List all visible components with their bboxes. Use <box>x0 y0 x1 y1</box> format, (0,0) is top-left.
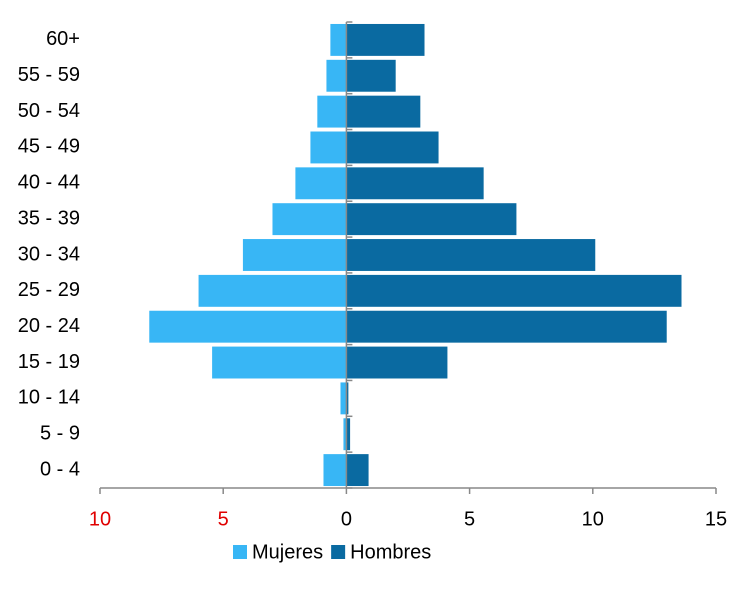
y-tick-label: 15 - 19 <box>18 351 80 373</box>
y-tick-label: 5 - 9 <box>40 423 80 445</box>
legend-swatch <box>233 545 247 559</box>
bar <box>346 95 421 128</box>
x-tick-label: 5 <box>464 508 475 530</box>
y-tick-label: 25 - 29 <box>18 279 80 301</box>
bar <box>149 310 347 343</box>
bar <box>212 346 347 379</box>
bar <box>346 203 517 236</box>
bar <box>346 454 369 487</box>
y-tick-label: 55 - 59 <box>18 64 80 86</box>
y-tick-label: 40 - 44 <box>18 172 80 194</box>
bar <box>346 131 439 164</box>
bar <box>346 310 667 343</box>
bar <box>242 239 347 271</box>
bar <box>198 274 347 307</box>
y-tick-label: 20 - 24 <box>18 315 80 337</box>
y-tick-label: 35 - 39 <box>18 207 80 229</box>
y-tick-label: 30 - 34 <box>18 243 80 265</box>
bar <box>343 418 347 451</box>
legend-label: Hombres <box>350 541 431 563</box>
x-tick-label: 10 <box>89 508 111 530</box>
x-tick-label: 5 <box>218 508 229 530</box>
bar <box>326 59 347 92</box>
bar <box>272 203 347 236</box>
bar <box>346 23 425 56</box>
y-tick-label: 60+ <box>46 28 80 50</box>
legend-label: Mujeres <box>252 541 323 563</box>
x-tick-label: 15 <box>705 508 727 530</box>
bar <box>346 274 682 307</box>
x-tick-label: 10 <box>582 508 604 530</box>
bar <box>330 23 347 56</box>
bar <box>346 382 349 415</box>
y-tick-label: 50 - 54 <box>18 100 80 122</box>
legend-swatch <box>331 545 346 559</box>
x-tick-label: 0 <box>341 508 352 530</box>
bar <box>346 239 596 271</box>
bar <box>310 131 347 164</box>
bar <box>346 418 351 451</box>
bar <box>340 382 347 415</box>
y-tick-label: 10 - 14 <box>18 387 80 409</box>
bar <box>295 167 347 200</box>
bar <box>346 167 484 200</box>
bar <box>346 346 448 379</box>
bar <box>317 95 347 128</box>
y-tick-label: 45 - 49 <box>18 136 80 158</box>
bar <box>323 454 347 487</box>
y-tick-label: 0 - 4 <box>40 458 80 480</box>
bar <box>346 59 396 92</box>
